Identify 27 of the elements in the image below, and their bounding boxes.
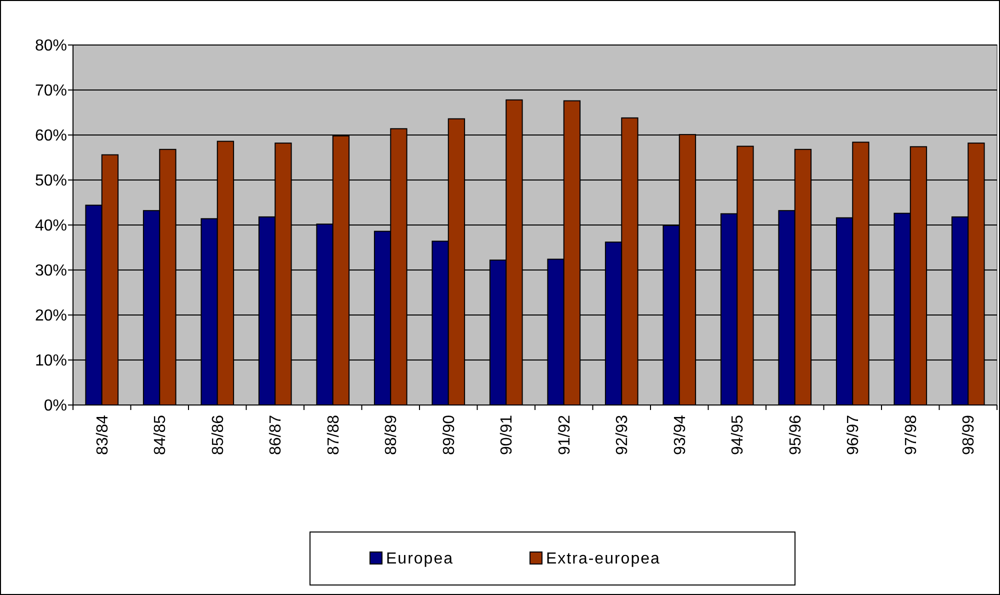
x-tick-label: 83/84	[94, 414, 112, 456]
y-tick-label: 30%	[34, 262, 67, 280]
x-tick-label: 96/97	[845, 414, 862, 456]
x-tick-label: 87/88	[325, 414, 342, 456]
y-tick-label: 50%	[34, 172, 67, 190]
x-tick-label: 97/98	[902, 414, 920, 456]
x-tick-label: 94/95	[730, 414, 747, 456]
x-tick-label: 89/90	[440, 414, 458, 456]
y-tick-label: 70%	[34, 82, 67, 100]
x-tick-label: 95/96	[787, 414, 804, 456]
x-tick-label: 85/86	[210, 414, 227, 456]
x-tick-label: 90/91	[498, 414, 516, 456]
x-tick-label: 88/89	[383, 414, 400, 456]
x-tick-label: 86/87	[268, 414, 285, 456]
y-tick-label: 0%	[44, 398, 67, 415]
x-tick-label: 98/99	[960, 414, 978, 456]
y-tick-label: 40%	[34, 218, 67, 235]
y-tick-label: 60%	[34, 128, 67, 145]
y-tick-label: 80%	[34, 38, 67, 55]
legend-label: Extra-europea	[546, 550, 660, 568]
x-tick-label: 93/94	[672, 414, 689, 456]
legend-label: Europea	[386, 550, 454, 568]
y-tick-label: 10%	[34, 352, 67, 370]
x-tick-label: 84/85	[152, 414, 170, 456]
x-tick-label: 91/92	[556, 414, 574, 456]
y-tick-label: 20%	[34, 308, 67, 325]
x-tick-label: 92/93	[614, 414, 632, 456]
